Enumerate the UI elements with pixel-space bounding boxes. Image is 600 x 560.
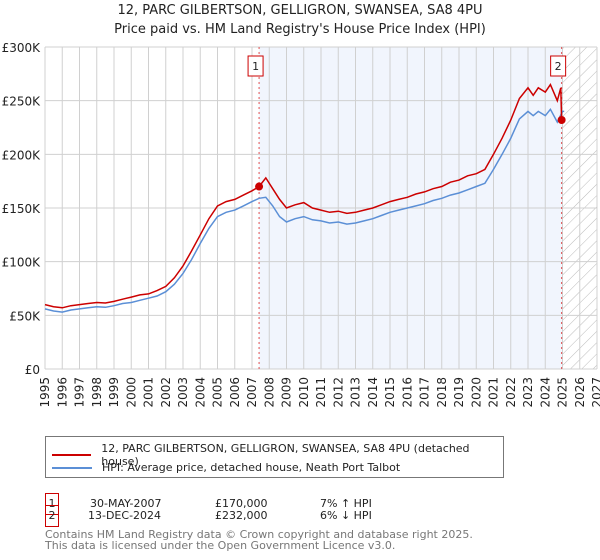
- x-tick-label: 2009: [280, 377, 294, 408]
- legend-swatch-blue: [52, 466, 92, 469]
- transaction-price: £232,000: [215, 509, 268, 522]
- x-tick-label: 1995: [38, 377, 52, 408]
- chart-subtitle: Price paid vs. HM Land Registry's House …: [114, 22, 486, 37]
- x-tick-label: 2000: [124, 377, 138, 408]
- legend-item-property: 12, PARC GILBERTSON, GELLIGRON, SWANSEA,…: [52, 442, 503, 468]
- footer-line: Contains HM Land Registry data © Crown c…: [45, 528, 473, 541]
- y-tick-label: £0: [25, 363, 40, 377]
- sale-label-box: [247, 55, 264, 77]
- legend-label: 12, PARC GILBERTSON, GELLIGRON, SWANSEA,…: [101, 442, 470, 468]
- marker-badge: 1: [45, 493, 59, 515]
- x-tick-label: 2008: [262, 377, 276, 408]
- x-tick-label: 2017: [418, 377, 432, 408]
- legend-label: HPI: Average price, detached house, Neat…: [102, 461, 401, 474]
- x-tick-label: 2014: [366, 377, 380, 408]
- x-tick-label: 2016: [400, 377, 414, 408]
- x-tick-label: 2001: [142, 377, 156, 408]
- x-tick-label: 2015: [383, 377, 397, 408]
- transaction-hpi: 7% ↑ HPI: [320, 497, 372, 510]
- x-tick-label: 2022: [504, 377, 518, 408]
- x-tick-label: 2023: [521, 377, 535, 408]
- footer: Contains HM Land Registry data © Crown c…: [45, 529, 473, 551]
- x-tick-label: 2002: [159, 377, 173, 408]
- y-tick-label: £300K: [2, 41, 42, 55]
- legend: 12, PARC GILBERTSON, GELLIGRON, SWANSEA,…: [45, 436, 504, 478]
- x-tick-label: 1997: [73, 377, 87, 408]
- x-tick-label: 2025: [556, 377, 570, 408]
- x-tick-label: 2006: [228, 377, 242, 408]
- x-tick-label: 2011: [314, 377, 328, 408]
- chart-title: 12, PARC GILBERTSON, GELLIGRON, SWANSEA,…: [117, 3, 483, 18]
- x-tick-label: 1999: [107, 377, 121, 408]
- series-line: [44, 83, 563, 309]
- x-tick-label: 1996: [55, 377, 69, 408]
- transaction-date: 30-MAY-2007: [90, 497, 162, 510]
- y-tick-label: £200K: [2, 148, 42, 162]
- x-tick-label: 2019: [452, 377, 466, 408]
- x-tick-label: 2027: [590, 377, 600, 408]
- y-tick-label: £250K: [2, 95, 42, 109]
- x-tick-label: 2004: [193, 377, 207, 408]
- marker-badge: 2: [45, 505, 59, 527]
- series-line: [44, 107, 565, 313]
- x-tick-label: 2018: [435, 377, 449, 408]
- x-tick-label: 2007: [245, 377, 259, 408]
- x-tick-label: 2020: [469, 377, 483, 408]
- footer-line: This data is licensed under the Open Gov…: [45, 539, 396, 552]
- x-tick-label: 2012: [331, 377, 345, 408]
- legend-item-hpi: HPI: Average price, detached house, Neat…: [52, 461, 400, 474]
- transaction-date: 13-DEC-2024: [88, 509, 162, 522]
- x-tick-label: 2024: [538, 377, 552, 408]
- x-tick-label: 2013: [349, 377, 363, 408]
- x-tick-label: 2005: [211, 377, 225, 408]
- sale-point: [557, 115, 566, 124]
- legend-swatch-red: [52, 454, 92, 456]
- x-tick-label: 2010: [297, 377, 311, 408]
- sale-label-box: [550, 55, 567, 77]
- sale-label: 2: [555, 60, 562, 73]
- transaction-hpi: 6% ↓ HPI: [320, 509, 372, 522]
- sale-label: 1: [252, 60, 259, 73]
- y-tick-label: £50K: [9, 309, 41, 323]
- x-tick-label: 1998: [90, 377, 104, 408]
- x-tick-label: 2026: [573, 377, 587, 408]
- sale-point: [255, 182, 264, 191]
- x-tick-label: 2021: [487, 377, 501, 408]
- transaction-price: £170,000: [215, 497, 268, 510]
- x-tick-label: 2003: [176, 377, 190, 408]
- y-tick-label: £100K: [2, 256, 42, 270]
- y-tick-label: £150K: [2, 202, 42, 216]
